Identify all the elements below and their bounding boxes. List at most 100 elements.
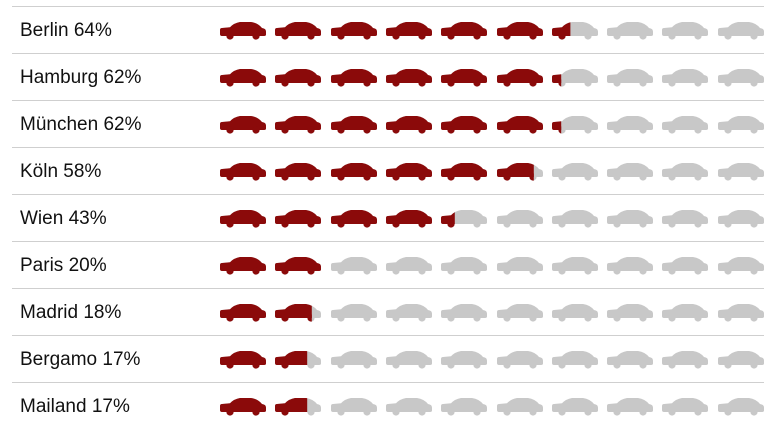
row-label: Wien 43% <box>20 195 107 242</box>
car-empty-part <box>718 210 764 228</box>
car-icon <box>220 208 266 228</box>
car-empty-part <box>662 22 708 40</box>
car-empty-part <box>718 116 764 134</box>
car-empty-part <box>662 398 708 416</box>
car-icon <box>275 161 321 181</box>
car-empty-part <box>441 304 487 322</box>
car-icon <box>275 114 321 134</box>
car-empty-part <box>497 210 543 228</box>
car-icon <box>497 67 543 87</box>
car-filled-part <box>275 257 321 275</box>
car-empty-part <box>607 257 653 275</box>
car-icon <box>662 396 708 416</box>
car-empty-part <box>386 398 432 416</box>
car-filled-part <box>331 22 377 40</box>
pictogram-row: Madrid 18% <box>12 288 764 336</box>
car-icon <box>220 67 266 87</box>
pictogram-row: Wien 43% <box>12 194 764 242</box>
car-empty-part <box>497 351 543 369</box>
car-filled-part <box>441 69 487 87</box>
car-icon <box>552 20 598 40</box>
car-icon <box>552 396 598 416</box>
car-icon <box>386 208 432 228</box>
row-label: Köln 58% <box>20 148 101 195</box>
car-filled-part <box>331 69 377 87</box>
row-label: Hamburg 62% <box>20 54 141 101</box>
car-filled-part <box>275 22 321 40</box>
car-icon-row <box>220 67 764 87</box>
car-icon <box>662 114 708 134</box>
car-filled-part <box>275 116 321 134</box>
car-filled-part <box>441 22 487 40</box>
car-filled-part <box>386 69 432 87</box>
pictogram-row: Berlin 64% <box>12 6 764 54</box>
car-icon <box>275 208 321 228</box>
car-icon <box>552 208 598 228</box>
car-icon <box>441 302 487 322</box>
car-icon <box>607 161 653 181</box>
car-icon <box>662 255 708 275</box>
car-filled-part <box>220 69 266 87</box>
car-icon <box>386 161 432 181</box>
car-icon <box>275 396 321 416</box>
row-label: München 62% <box>20 101 141 148</box>
car-empty-part <box>607 351 653 369</box>
car-empty-part <box>386 257 432 275</box>
car-icon <box>607 255 653 275</box>
car-icon <box>386 20 432 40</box>
row-label: Bergamo 17% <box>20 336 140 383</box>
car-icon <box>607 302 653 322</box>
car-icon <box>331 114 377 134</box>
car-icon <box>441 161 487 181</box>
car-icon <box>331 302 377 322</box>
car-empty-part <box>718 304 764 322</box>
car-icon <box>497 302 543 322</box>
car-filled-part <box>220 304 266 322</box>
car-empty-part <box>552 210 598 228</box>
car-filled-part <box>497 22 543 40</box>
car-icon <box>441 20 487 40</box>
car-icon <box>220 349 266 369</box>
car-empty-part <box>662 257 708 275</box>
car-icon <box>662 302 708 322</box>
car-icon <box>552 67 598 87</box>
car-icon <box>607 20 653 40</box>
car-empty-part <box>607 116 653 134</box>
car-icon <box>275 20 321 40</box>
car-empty-part <box>331 304 377 322</box>
car-icon <box>718 114 764 134</box>
car-empty-part <box>662 116 708 134</box>
car-icon <box>275 255 321 275</box>
car-filled-part <box>331 210 377 228</box>
car-empty-part <box>552 163 598 181</box>
car-icon <box>386 67 432 87</box>
car-icon <box>331 67 377 87</box>
car-icon <box>275 302 321 322</box>
car-icon <box>220 255 266 275</box>
car-icon <box>497 349 543 369</box>
car-icon <box>607 208 653 228</box>
car-icon <box>331 20 377 40</box>
car-icon-row <box>220 161 764 181</box>
car-icon <box>220 114 266 134</box>
car-filled-part <box>331 163 377 181</box>
car-filled-part <box>275 210 321 228</box>
car-icon <box>441 67 487 87</box>
car-empty-part <box>607 69 653 87</box>
car-filled-part <box>386 22 432 40</box>
car-icon <box>718 396 764 416</box>
car-empty-part <box>662 69 708 87</box>
car-filled-part <box>220 398 266 416</box>
pictogram-row: Köln 58% <box>12 147 764 195</box>
car-icon-row <box>220 114 764 134</box>
car-empty-part <box>441 351 487 369</box>
car-empty-part <box>497 398 543 416</box>
car-icon <box>497 114 543 134</box>
car-empty-part <box>662 163 708 181</box>
pictogram-row: Bergamo 17% <box>12 335 764 383</box>
car-icon-row <box>220 302 764 322</box>
car-icon <box>552 349 598 369</box>
car-icon <box>331 161 377 181</box>
car-empty-part <box>331 351 377 369</box>
car-icon <box>497 396 543 416</box>
